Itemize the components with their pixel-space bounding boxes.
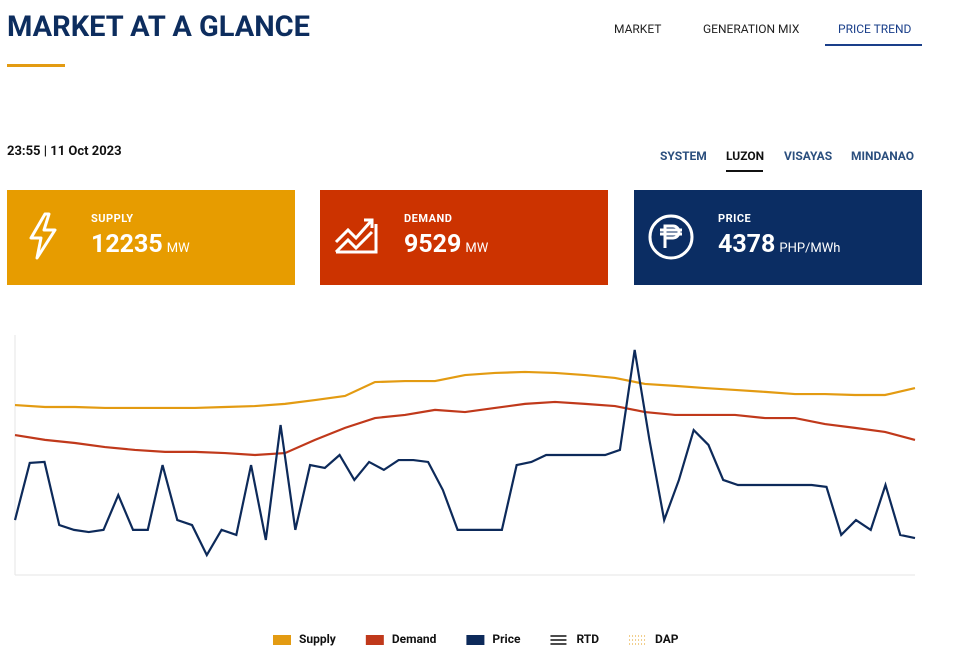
card-label: PRICE — [718, 212, 752, 225]
chart: Supply Demand Price RTD DAP — [13, 335, 916, 646]
card-value: 9529 MW — [404, 230, 488, 259]
unit: MW — [166, 241, 190, 256]
nav-tab[interactable]: PRICE TREND — [838, 22, 912, 36]
legend-label: DAP — [655, 632, 679, 646]
card-value: 12235 MW — [91, 230, 190, 259]
tab-underline — [825, 44, 922, 46]
nav-tab[interactable]: GENERATION MIX — [703, 22, 800, 36]
legend-swatch — [365, 635, 384, 645]
timestamp: 23:55 | 11 Oct 2023 — [7, 144, 122, 159]
supply-card: SUPPLY 12235 MW — [7, 190, 295, 285]
demand-card: DEMAND 9529 MW — [320, 190, 608, 285]
nav-tab[interactable]: MARKET — [614, 22, 662, 36]
bolt-icon — [29, 212, 57, 260]
region-underline — [726, 170, 763, 172]
unit: MW — [465, 241, 489, 256]
legend-label: RTD — [576, 632, 599, 646]
page-title: MARKET AT A GLANCE — [7, 10, 310, 44]
legend-label: Demand — [392, 632, 437, 646]
peso-icon — [648, 214, 694, 260]
card-label: DEMAND — [404, 212, 453, 225]
trend-icon — [334, 218, 378, 254]
series-line — [13, 349, 916, 558]
value: 4378 — [718, 230, 776, 259]
series-line — [14, 370, 916, 410]
legend-label: Price — [492, 632, 521, 646]
region-tab[interactable]: SYSTEM — [660, 149, 707, 163]
region-tab[interactable]: VISAYAS — [784, 149, 833, 163]
title-underline — [7, 64, 65, 67]
price-card: PRICE 4378 PHP/MWh — [634, 190, 922, 285]
legend-swatch — [466, 635, 485, 645]
unit: PHP/MWh — [779, 241, 841, 256]
legend-label: Supply — [299, 632, 337, 646]
region-tab[interactable]: LUZON — [726, 149, 765, 163]
value: 9529 — [404, 230, 462, 259]
card-label: SUPPLY — [91, 212, 134, 225]
series-line — [14, 400, 916, 457]
region-tab[interactable]: MINDANAO — [851, 149, 915, 163]
value: 12235 — [91, 230, 163, 259]
card-value: 4378 PHP/MWh — [718, 230, 840, 259]
legend-swatch — [273, 635, 291, 645]
